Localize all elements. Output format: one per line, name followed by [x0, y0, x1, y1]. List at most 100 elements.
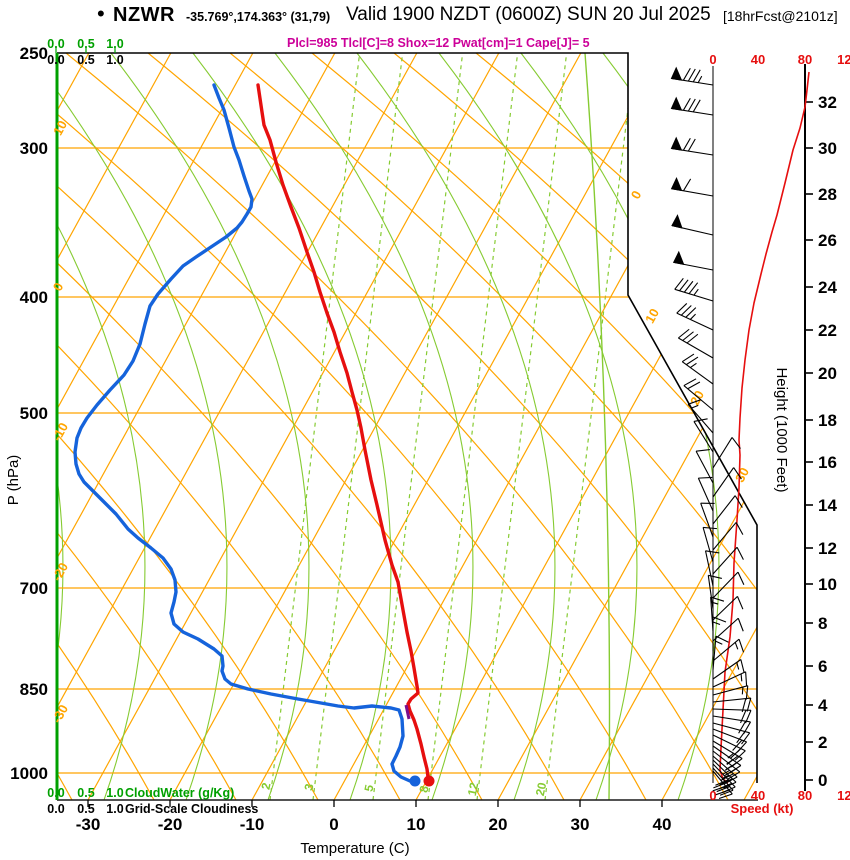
- lcl-marker: [404, 704, 411, 720]
- wind-barb: [674, 277, 714, 302]
- svg-text:3: 3: [302, 782, 317, 792]
- svg-text:1.0: 1.0: [106, 786, 123, 800]
- wind-barb: [712, 635, 729, 671]
- wind-barb: [676, 303, 714, 331]
- svg-text:0: 0: [628, 188, 645, 202]
- wind-barb: [712, 685, 749, 700]
- svg-text:Grid-Scale Cloudiness: Grid-Scale Cloudiness: [125, 802, 258, 816]
- wind-barb: [712, 617, 744, 642]
- svg-text:300: 300: [20, 139, 48, 158]
- station-coordinates: -35.769°,174.363° (31,79): [186, 10, 331, 24]
- wind-barb: [712, 522, 744, 551]
- dewpoint-curve: [73, 83, 417, 783]
- svg-text:0: 0: [709, 788, 716, 803]
- svg-text:120: 120: [837, 52, 850, 67]
- svg-text:700: 700: [20, 579, 48, 598]
- pressure-tick-labels: 250 300 400 500 700 850 1000: [10, 44, 48, 783]
- svg-text:20: 20: [818, 364, 837, 383]
- svg-text:-30: -30: [49, 702, 71, 726]
- mixing-ratio-labels: 2 3 5 8 12 20: [259, 781, 550, 797]
- isotherm-lines: [57, 53, 757, 800]
- svg-text:0.0: 0.0: [47, 37, 64, 51]
- svg-text:10: 10: [407, 815, 426, 834]
- wind-barb: [700, 502, 715, 538]
- stability-indices: Plcl=985 Tlcl[C]=8 Shox=12 Pwat[cm]=1 Ca…: [287, 36, 590, 50]
- moist-adiabat-lines: [57, 53, 757, 800]
- svg-text:10: 10: [642, 306, 662, 326]
- wind-barb: [670, 136, 714, 156]
- wind-barb: [670, 66, 714, 86]
- svg-text:80: 80: [798, 788, 812, 803]
- wind-barb: [707, 574, 722, 610]
- svg-text:1.0: 1.0: [106, 53, 123, 67]
- wind-barb: [712, 638, 745, 662]
- svg-text:850: 850: [20, 680, 48, 699]
- wind-barb: [712, 770, 733, 800]
- wind-barb: [672, 250, 714, 271]
- svg-text:0.0: 0.0: [47, 802, 64, 816]
- wind-barb: [712, 734, 746, 761]
- svg-text:Height (1000 Feet): Height (1000 Feet): [773, 367, 790, 492]
- svg-text:1000: 1000: [10, 764, 48, 783]
- speed-tick-labels: 0040408080120120: [709, 52, 850, 803]
- wind-barb: [712, 659, 745, 680]
- svg-text:0.5: 0.5: [77, 786, 94, 800]
- svg-text:1.0: 1.0: [106, 37, 123, 51]
- wind-barb: [670, 96, 714, 116]
- temperature-ticks: -30 -20 -10 0 10 20 30 40: [76, 800, 671, 834]
- wind-barb: [702, 526, 717, 563]
- svg-text:10: 10: [818, 575, 837, 594]
- svg-text:24: 24: [818, 278, 837, 297]
- svg-text:12: 12: [465, 781, 482, 797]
- wind-barb: [681, 353, 714, 385]
- svg-text:CloudWater (g/Kg): CloudWater (g/Kg): [125, 786, 234, 800]
- svg-text:10: 10: [50, 118, 70, 138]
- svg-text:5: 5: [362, 783, 377, 793]
- wind-barb: [712, 495, 743, 525]
- svg-text:400: 400: [20, 288, 48, 307]
- svg-text:-20: -20: [158, 815, 183, 834]
- svg-text:-20: -20: [49, 560, 71, 584]
- wind-barb: [712, 571, 745, 599]
- wind-barb: [712, 595, 744, 621]
- svg-text:14: 14: [818, 496, 837, 515]
- pressure-axis-title: P (hPa): [5, 455, 22, 506]
- svg-text:0.5: 0.5: [77, 802, 94, 816]
- svg-text:P (hPa): P (hPa): [5, 455, 22, 506]
- svg-text:16: 16: [818, 453, 837, 472]
- svg-text:-10: -10: [49, 420, 71, 444]
- plot-frame: [57, 52, 758, 801]
- temperature-curve: [256, 83, 431, 783]
- svg-text:250: 250: [20, 44, 48, 63]
- height-axis-title: Height (1000 Feet): [773, 367, 790, 492]
- cloudiness-scale: 0.00.00.50.51.01.0 Grid-Scale Cloudiness: [47, 53, 258, 816]
- pressure-lines: [57, 147, 757, 774]
- wind-barb: [683, 378, 714, 411]
- svg-text:20: 20: [489, 815, 508, 834]
- wind-barb: [693, 418, 714, 453]
- svg-text:40: 40: [751, 788, 765, 803]
- wind-barb: [712, 722, 751, 745]
- svg-text:12: 12: [818, 539, 837, 558]
- svg-text:4: 4: [818, 696, 828, 715]
- svg-text:0.0: 0.0: [47, 53, 64, 67]
- wind-barb: [712, 616, 727, 651]
- svg-text:30: 30: [571, 815, 590, 834]
- svg-text:2: 2: [259, 781, 274, 791]
- svg-text:Temperature (C): Temperature (C): [300, 840, 409, 857]
- temperature-axis-title: Temperature (C): [300, 840, 409, 857]
- svg-text:30: 30: [818, 139, 837, 158]
- svg-text:-10: -10: [240, 815, 265, 834]
- forecast-run-info: [18hrFcst@2101z]: [723, 8, 838, 24]
- svg-text:120: 120: [837, 788, 850, 803]
- svg-text:0: 0: [329, 815, 338, 834]
- wind-barb: [697, 476, 714, 512]
- dry-adiabat-lines: [57, 53, 757, 800]
- svg-text:32: 32: [818, 93, 837, 112]
- mixing-ratio-lines: [269, 53, 636, 800]
- valid-time: Valid 1900 NZDT (0600Z) SUN 20 Jul 2025: [346, 4, 711, 25]
- station-id: NZWR: [113, 4, 175, 26]
- svg-text:30: 30: [732, 465, 752, 485]
- wind-speed-curve: [719, 71, 810, 784]
